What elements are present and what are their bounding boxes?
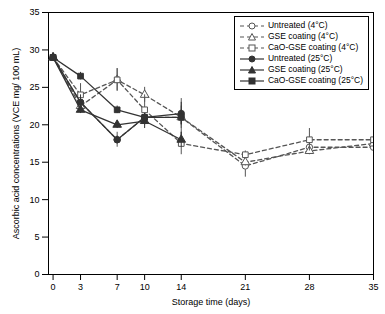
svg-text:0: 0 bbox=[34, 269, 39, 279]
svg-text:20: 20 bbox=[29, 120, 39, 130]
html-text:GSE coating (4°C): GSE coating (4°C) bbox=[268, 31, 338, 41]
html-text:CaO-GSE coating (4°C): CaO-GSE coating (4°C) bbox=[268, 42, 359, 52]
svg-text:35: 35 bbox=[29, 7, 39, 17]
svg-text:Ascorbic acid concentrations (: Ascorbic acid concentrations (VCE mg/ 10… bbox=[11, 48, 21, 240]
svg-text:14: 14 bbox=[176, 282, 186, 292]
svg-text:30: 30 bbox=[29, 45, 39, 55]
svg-text:Storage time (days): Storage time (days) bbox=[172, 297, 251, 307]
svg-text:10: 10 bbox=[140, 282, 150, 292]
svg-text:21: 21 bbox=[240, 282, 250, 292]
html-text:GSE coating (25°C): GSE coating (25°C) bbox=[268, 64, 343, 74]
html-text:Untreated (4°C): Untreated (4°C) bbox=[268, 20, 328, 30]
svg-text:3: 3 bbox=[78, 282, 83, 292]
svg-text:15: 15 bbox=[29, 157, 39, 167]
html-text:CaO-GSE coating (25°C): CaO-GSE coating (25°C) bbox=[268, 75, 363, 85]
html-text:Untreated (25°C): Untreated (25°C) bbox=[268, 53, 333, 63]
svg-text:0: 0 bbox=[51, 282, 56, 292]
svg-text:7: 7 bbox=[115, 282, 120, 292]
svg-text:10: 10 bbox=[29, 195, 39, 205]
svg-text:28: 28 bbox=[304, 282, 314, 292]
svg-text:25: 25 bbox=[29, 82, 39, 92]
svg-text:35: 35 bbox=[368, 282, 378, 292]
svg-text:5: 5 bbox=[34, 232, 39, 242]
